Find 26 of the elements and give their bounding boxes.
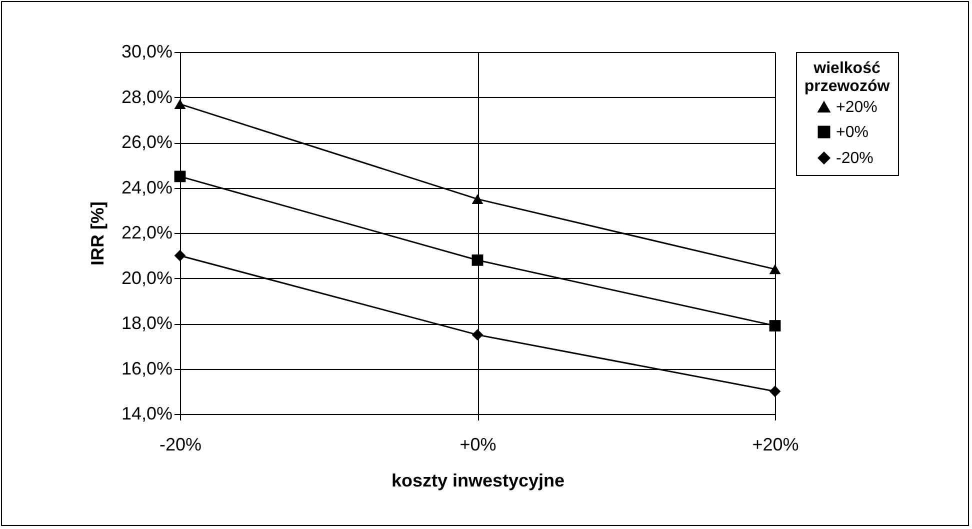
y-tick-label: 24,0% [121,177,172,198]
y-tick-label: 18,0% [121,313,172,333]
point [769,320,781,332]
y-tick-label: 14,0% [121,404,172,424]
legend-title: wielkość przewozów [804,60,890,95]
point [769,386,781,398]
point [174,170,186,182]
x-tick-label: -20% [159,434,202,454]
point [472,254,484,266]
x-axis-title: koszty inwestycyjne [391,470,565,490]
y-tick-label: 22,0% [121,222,172,242]
x-tick-label: +20% [752,434,799,454]
y-tick-label: 26,0% [121,132,172,152]
point [769,264,781,274]
y-tick-label: 20,0% [121,268,172,288]
legend-label: +0% [836,124,868,141]
legend-label: -20% [836,150,874,167]
point [472,194,484,204]
y-tick-label: 16,0% [121,358,172,378]
point [472,329,484,341]
point [174,250,186,262]
legend-label: +20% [836,99,878,116]
y-tick-label: 28,0% [121,86,172,107]
y-tick-label: 30,0% [121,42,172,62]
x-tick-label: +0% [460,434,496,454]
y-axis-title: IRR [%] [87,202,108,266]
